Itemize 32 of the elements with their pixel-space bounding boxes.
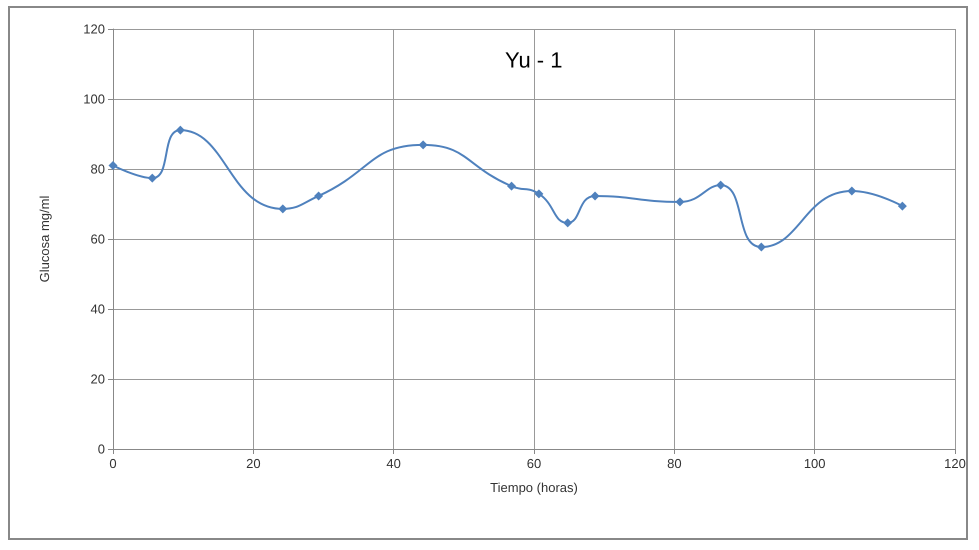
point xyxy=(675,197,684,206)
point xyxy=(756,242,766,252)
x-tick-label: 0 xyxy=(109,456,117,471)
y-axis-title: Glucosa mg/ml xyxy=(37,196,52,282)
point xyxy=(563,218,572,228)
point xyxy=(507,182,516,191)
x-axis-title: Tiempo (horas) xyxy=(490,480,578,495)
point xyxy=(278,204,288,214)
point xyxy=(176,126,185,135)
y-tick-label: 100 xyxy=(83,92,105,106)
y-tick-label: 60 xyxy=(90,232,105,246)
x-tick-label: 40 xyxy=(386,456,401,471)
x-tick-label: 100 xyxy=(804,456,826,471)
x-tick-label: 80 xyxy=(667,456,682,471)
y-tick-label: 80 xyxy=(90,162,105,176)
x-tick-label: 120 xyxy=(944,456,966,471)
point xyxy=(148,174,157,183)
point xyxy=(590,191,600,200)
point xyxy=(314,191,324,200)
point xyxy=(534,189,544,198)
point xyxy=(898,202,907,211)
point xyxy=(847,186,856,196)
y-tick-label: 20 xyxy=(90,372,105,386)
point xyxy=(716,180,726,190)
y-tick-label: 40 xyxy=(90,302,105,316)
x-tick-label: 20 xyxy=(246,456,261,471)
y-tick-label: 120 xyxy=(83,22,105,36)
point xyxy=(418,140,428,150)
point xyxy=(108,161,118,170)
y-tick-label: 0 xyxy=(98,442,105,456)
x-tick-label: 60 xyxy=(526,456,542,471)
text: Yu - 1 xyxy=(505,48,562,72)
